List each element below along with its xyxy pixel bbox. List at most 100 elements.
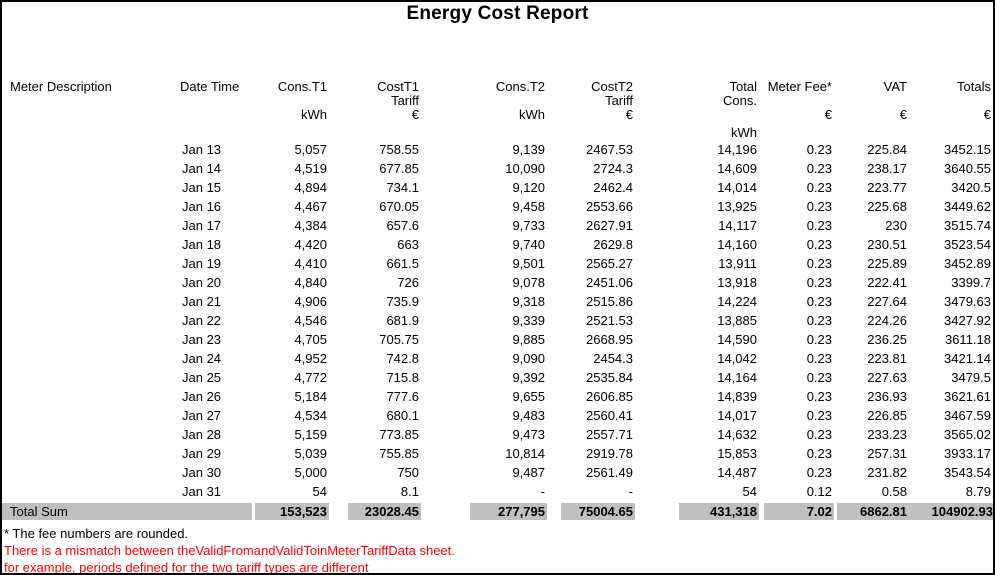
cell-meter-fee: 0.23 [806, 275, 832, 290]
data-row-jan-30: Jan 30 5,000 750 9,487 2561.49 14,487 0.23 231.… [2, 463, 993, 482]
cell-vat: 224.26 [867, 313, 907, 328]
cell-totals: 3452.89 [944, 256, 991, 271]
cell-vat: 238.17 [867, 161, 907, 176]
cell-meter-fee: 0.23 [806, 465, 832, 480]
cell-vat: 236.93 [867, 389, 907, 404]
cell-cost-t2: 2606.85 [586, 389, 633, 404]
data-row-jan-13: Jan 13 5,057 758.55 9,139 2467.53 14,196 0.23 2… [2, 140, 993, 159]
cell-vat: 227.63 [867, 370, 907, 385]
cell-cost-t1: 681.9 [386, 313, 419, 328]
cell-cost-t2: 2553.66 [586, 199, 633, 214]
cell-total-cons: 14,839 [717, 389, 757, 404]
cell-vat: 227.64 [867, 294, 907, 309]
cell-cost-t1: 680.1 [386, 408, 419, 423]
cell-total-cons: 14,590 [717, 332, 757, 347]
cell-cost-t2: 2627.91 [586, 218, 633, 233]
cell-meter-description [2, 273, 172, 292]
cell-meter-description [2, 216, 172, 235]
cell-total-cons: 13,925 [717, 199, 757, 214]
cell-cost-t1: 661.5 [386, 256, 419, 271]
cell-totals: 3543.54 [944, 465, 991, 480]
cell-total-cons: 13,911 [718, 256, 757, 271]
cell-meter-description [2, 254, 172, 273]
cell-cost-t2: 2561.49 [586, 465, 633, 480]
data-row-jan-31: Jan 31 54 8.1 - - 54 0.12 0.58 8.79 [2, 482, 993, 501]
cell-date: Jan 30 [182, 465, 222, 480]
cell-meter-fee: 0.23 [806, 218, 832, 233]
data-row-jan-24: Jan 24 4,952 742.8 9,090 2454.3 14,042 0.23 223… [2, 349, 993, 368]
cell-cons-t2: 9,885 [512, 332, 545, 347]
cell-cost-t2: 2565.27 [586, 256, 633, 271]
cell-cost-t1: 663 [397, 237, 419, 252]
col-header-cons-t1: Cons.T1 [277, 79, 327, 94]
cell-totals: 3399.7 [951, 275, 991, 290]
total-cons-t2: 277,795 [470, 503, 547, 520]
cell-cost-t1: 677.85 [379, 161, 419, 176]
cell-cost-t1: 755.85 [379, 446, 419, 461]
cell-cons-t1: 4,519 [294, 161, 327, 176]
cell-vat: 223.81 [867, 351, 907, 366]
cell-total-cons: 14,224 [717, 294, 757, 309]
data-row-jan-18: Jan 18 4,420 663 9,740 2629.8 14,160 0.23 230.5… [2, 235, 993, 254]
warning-mismatch-line-2: for example, periods defined for the two… [4, 560, 369, 575]
cell-cons-t2: 9,458 [512, 199, 545, 214]
cell-cons-t1: 4,410 [294, 256, 327, 271]
col-header-cost-t2-tariff: Tariff [605, 94, 633, 108]
cell-date: Jan 16 [182, 199, 222, 214]
cell-cost-t1: 726 [397, 275, 419, 290]
header-row-total-unit: kWh [2, 122, 993, 140]
data-row-jan-23: Jan 23 4,705 705.75 9,885 2668.95 14,590 0.23 2… [2, 330, 993, 349]
cell-cost-t1: 750 [397, 465, 419, 480]
col-header-date-time: Date Time [180, 79, 240, 94]
cell-cost-t2: 2467.53 [586, 142, 633, 157]
cell-cons-t2: 10,090 [505, 161, 545, 176]
cell-vat: 0.58 [881, 484, 907, 499]
cell-cost-t1: 735.9 [386, 294, 419, 309]
cell-vat: 222.41 [867, 275, 907, 290]
cell-date: Jan 15 [182, 180, 222, 195]
report-table-body: Jan 13 5,057 758.55 9,139 2467.53 14,196 0.23 2… [2, 140, 993, 501]
total-cons-t1: 153,523 [255, 503, 329, 520]
cell-cons-t1: 4,420 [294, 237, 327, 252]
cell-totals: 3427.92 [944, 313, 991, 328]
cell-cost-t2: 2521.53 [586, 313, 633, 328]
report-table-header: Meter Description Date Time Cons.T1 Cost… [2, 74, 993, 140]
cell-meter-description [2, 387, 172, 406]
cell-cost-t1: 773.85 [379, 427, 419, 442]
cell-meter-fee: 0.23 [806, 408, 832, 423]
cell-totals: 3452.15 [944, 142, 991, 157]
cell-vat: 236.25 [867, 332, 907, 347]
cell-totals: 3565.02 [944, 427, 991, 442]
cell-meter-description [2, 330, 172, 349]
cell-cons-t2: 9,733 [512, 218, 545, 233]
cell-meter-description [2, 159, 172, 178]
data-row-jan-25: Jan 25 4,772 715.8 9,392 2535.84 14,164 0.23 22… [2, 368, 993, 387]
cell-date: Jan 22 [182, 313, 222, 328]
cell-total-cons: 14,017 [717, 408, 757, 423]
cell-cons-t1: 4,894 [294, 180, 327, 195]
cell-cost-t1: 715.8 [386, 370, 419, 385]
cell-total-cons: 14,196 [717, 142, 757, 157]
cell-vat: 225.89 [867, 256, 907, 271]
cell-totals: 3933.17 [944, 446, 991, 461]
cell-cons-t1: 4,906 [294, 294, 327, 309]
cell-meter-description [2, 349, 172, 368]
cell-totals: 3515.74 [944, 218, 991, 233]
cell-total-cons: 13,918 [717, 275, 757, 290]
cell-meter-fee: 0.23 [806, 237, 832, 252]
cell-total-cons: 14,164 [717, 370, 757, 385]
cell-meter-description [2, 463, 172, 482]
cell-total-cons: 14,609 [717, 161, 757, 176]
cell-meter-fee: 0.23 [806, 256, 832, 271]
cell-meter-description [2, 368, 172, 387]
cell-cons-t2: - [540, 484, 545, 499]
cell-cons-t2: 9,655 [512, 389, 545, 404]
cell-cons-t1: 4,952 [294, 351, 327, 366]
data-row-jan-22: Jan 22 4,546 681.9 9,339 2521.53 13,885 0.23 22… [2, 311, 993, 330]
cell-cost-t2: 2515.86 [586, 294, 633, 309]
cell-cons-t2: 9,487 [512, 465, 545, 480]
total-totals: 104902.93 [909, 503, 993, 520]
data-row-jan-28: Jan 28 5,159 773.85 9,473 2557.71 14,632 0.23 2… [2, 425, 993, 444]
cell-cost-t2: 2560.41 [586, 408, 633, 423]
report-title: Energy Cost Report [406, 3, 589, 24]
